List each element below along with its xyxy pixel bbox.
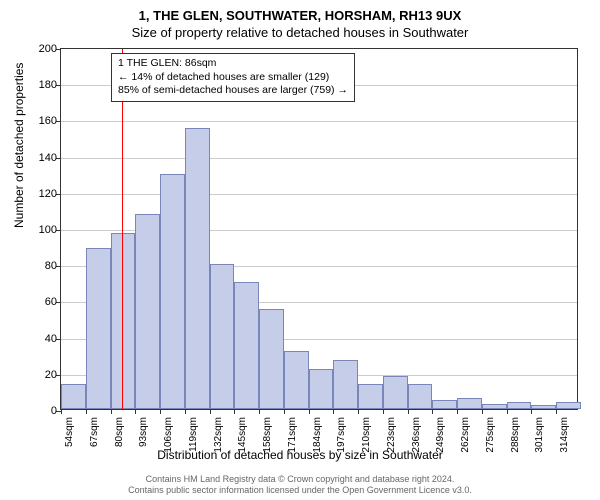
reference-marker	[122, 49, 123, 409]
x-tick	[61, 409, 62, 414]
x-tick	[135, 409, 136, 414]
y-axis-title: Number of detached properties	[12, 63, 26, 228]
x-tick	[556, 409, 557, 414]
histogram-bar	[383, 376, 408, 409]
x-axis-title: Distribution of detached houses by size …	[0, 448, 600, 462]
footer-line-1: Contains HM Land Registry data © Crown c…	[0, 474, 600, 485]
x-tick	[86, 409, 87, 414]
footer-attribution: Contains HM Land Registry data © Crown c…	[0, 474, 600, 497]
histogram-bar	[333, 360, 358, 409]
histogram-bar	[284, 351, 309, 409]
y-tick-label: 100	[33, 224, 57, 236]
y-tick-label: 200	[33, 43, 57, 55]
x-tick	[259, 409, 260, 414]
gridline	[61, 158, 577, 159]
histogram-bar	[358, 384, 383, 409]
annotation-line-3: 85% of semi-detached houses are larger (…	[118, 84, 348, 98]
y-tick-label: 160	[33, 115, 57, 127]
footer-line-2: Contains public sector information licen…	[0, 485, 600, 496]
y-tick-label: 80	[33, 260, 57, 272]
x-tick	[284, 409, 285, 414]
x-tick	[432, 409, 433, 414]
x-tick	[234, 409, 235, 414]
histogram-bar	[86, 248, 111, 409]
y-tick-label: 140	[33, 152, 57, 164]
gridline	[61, 121, 577, 122]
chart-container: 1, THE GLEN, SOUTHWATER, HORSHAM, RH13 9…	[0, 0, 600, 500]
annotation-line-1: 1 THE GLEN: 86sqm	[118, 57, 348, 71]
gridline	[61, 194, 577, 195]
histogram-bar	[259, 309, 284, 409]
y-tick-label: 40	[33, 333, 57, 345]
annotation-line-2: ← 14% of detached houses are smaller (12…	[118, 71, 348, 85]
x-tick	[333, 409, 334, 414]
histogram-bar	[61, 384, 86, 409]
x-tick	[309, 409, 310, 414]
chart-plot-area: 02040608010012014016018020054sqm67sqm80s…	[60, 48, 578, 410]
y-tick-label: 60	[33, 296, 57, 308]
x-tick	[111, 409, 112, 414]
histogram-bar	[482, 404, 507, 409]
chart-title: 1, THE GLEN, SOUTHWATER, HORSHAM, RH13 9…	[0, 0, 600, 23]
y-tick-label: 120	[33, 188, 57, 200]
x-tick	[383, 409, 384, 414]
histogram-bar	[531, 405, 556, 409]
annotation-box: 1 THE GLEN: 86sqm ← 14% of detached hous…	[111, 53, 355, 102]
histogram-bar	[432, 400, 457, 409]
histogram-bar	[408, 384, 433, 409]
x-tick	[160, 409, 161, 414]
histogram-bar	[556, 402, 581, 409]
x-tick	[507, 409, 508, 414]
histogram-bar	[457, 398, 482, 409]
x-tick	[358, 409, 359, 414]
y-tick-label: 180	[33, 79, 57, 91]
x-tick	[408, 409, 409, 414]
histogram-bar	[135, 214, 160, 409]
x-tick	[482, 409, 483, 414]
histogram-bar	[507, 402, 532, 409]
chart-subtitle: Size of property relative to detached ho…	[0, 23, 600, 40]
x-tick	[210, 409, 211, 414]
x-tick	[531, 409, 532, 414]
histogram-bar	[210, 264, 235, 409]
y-tick-label: 20	[33, 369, 57, 381]
x-tick	[457, 409, 458, 414]
y-tick-label: 0	[33, 405, 57, 417]
histogram-bar	[234, 282, 259, 409]
histogram-bar	[185, 128, 210, 409]
x-tick	[185, 409, 186, 414]
histogram-bar	[309, 369, 334, 409]
histogram-bar	[160, 174, 185, 409]
